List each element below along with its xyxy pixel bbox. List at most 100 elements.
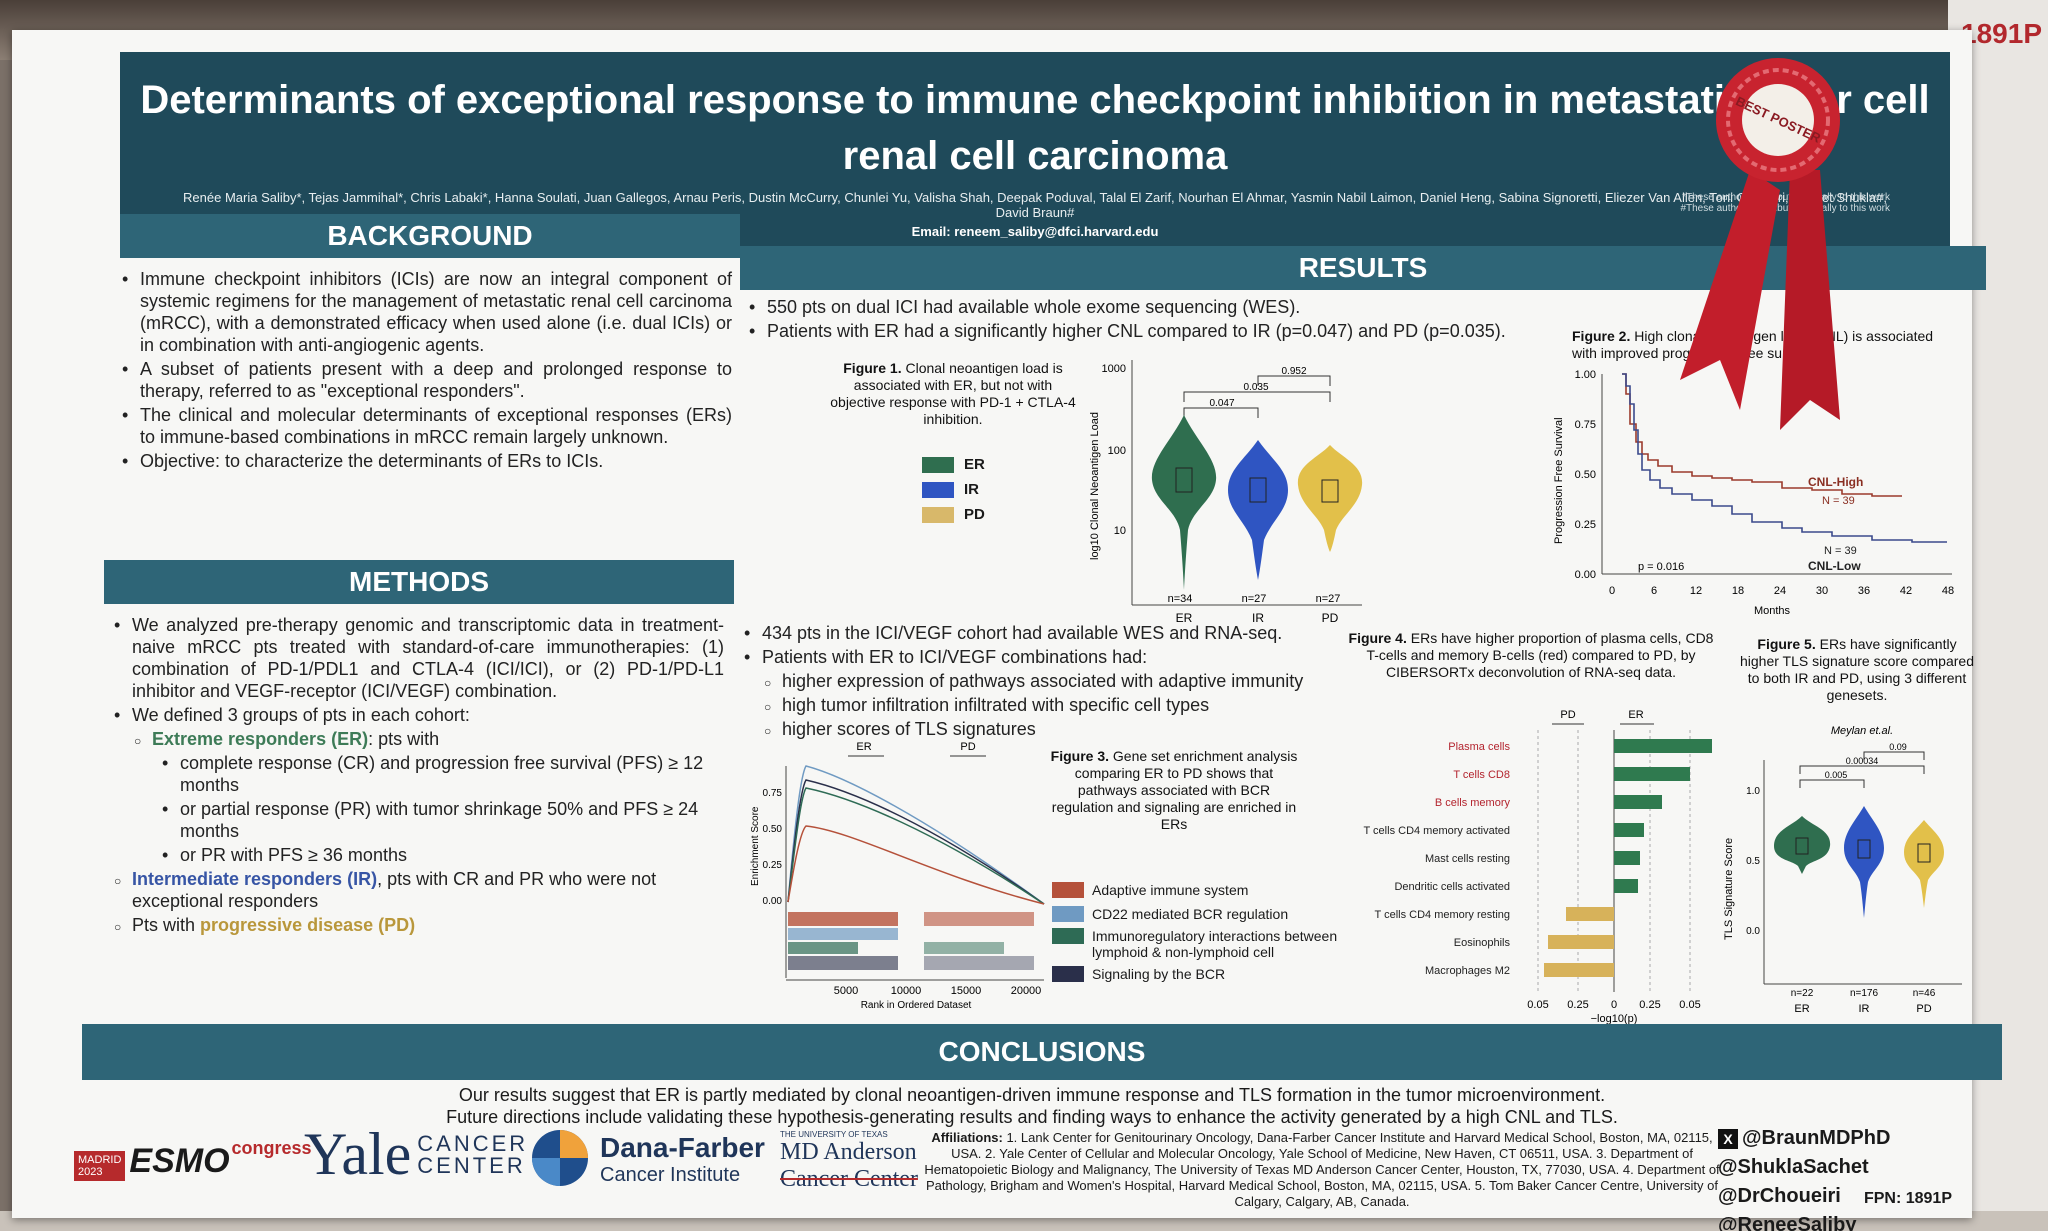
fig4-cell-label: B cells memory bbox=[1435, 797, 1511, 809]
fig2-ytick: 0.75 bbox=[1575, 419, 1596, 431]
fig3-xtick: 15000 bbox=[951, 985, 982, 997]
fig3-immunoreg-curve bbox=[787, 787, 1045, 905]
fig4-xtick: 0 bbox=[1611, 999, 1617, 1011]
results-subbullet: higher expression of pathways associated… bbox=[762, 670, 1382, 694]
legend-item-er: ER bbox=[922, 456, 985, 473]
fig4-cell-label: Mast cells resting bbox=[1425, 853, 1510, 865]
er-boxplot bbox=[1175, 467, 1193, 493]
footnotes: *These authors contributed equally to th… bbox=[1680, 192, 1890, 214]
fig1-n: n=34 bbox=[1168, 593, 1193, 605]
fig5-subtitle: Meylan et.al. bbox=[1831, 725, 1893, 737]
results-intro: 550 pts on dual ICI had available whole … bbox=[747, 296, 1647, 344]
fig4-bar bbox=[1566, 907, 1614, 921]
fig2-xtick: 30 bbox=[1816, 585, 1828, 597]
pd-boxplot bbox=[1321, 479, 1339, 503]
figure2-km-chart: Progression Free Survival 1.00 0.75 0.50… bbox=[1553, 369, 1954, 617]
pd-label: progressive disease (PD) bbox=[200, 915, 416, 935]
conclusions-text: Our results suggest that ER is partly me… bbox=[312, 1084, 1752, 1128]
fig2-xlabel: Months bbox=[1754, 605, 1791, 617]
background-bullet: The clinical and molecular determinants … bbox=[120, 404, 732, 448]
fig1-pval: 0.047 bbox=[1209, 398, 1234, 409]
results-bullet: Patients with ER had a significantly hig… bbox=[747, 320, 1647, 342]
fig5-ytick: 0.5 bbox=[1746, 856, 1760, 867]
fpn-code: FPN: 1891P bbox=[1863, 1190, 1952, 1207]
cnl-low-n: N = 39 bbox=[1824, 545, 1857, 557]
fig5-xtick: IR bbox=[1859, 1003, 1870, 1015]
conclusion-line: Our results suggest that ER is partly me… bbox=[458, 1085, 1606, 1105]
pd-violin bbox=[1297, 445, 1363, 552]
dana-farber-emblem-icon bbox=[532, 1130, 588, 1186]
fig2-xtick: 42 bbox=[1900, 585, 1912, 597]
er-violin bbox=[1774, 816, 1831, 874]
results-bullet: 434 pts in the ICI/VEGF cohort had avail… bbox=[742, 622, 1382, 644]
handle: @ShuklaSachet bbox=[1718, 1156, 1869, 1178]
fig2-xtick: 0 bbox=[1609, 585, 1615, 597]
figure5-caption: Figure 5. ERs have significantly higher … bbox=[1740, 636, 1974, 703]
fig4-xtick: 0.05 bbox=[1527, 999, 1548, 1011]
methods-section: We analyzed pre-therapy genomic and tran… bbox=[112, 614, 724, 938]
dana-farber-logo: Dana-Farber Cancer Institute bbox=[600, 1132, 765, 1186]
fig4-bar bbox=[1614, 795, 1662, 809]
figure3-caption: Figure 3. Gene set enrichment analysis c… bbox=[1050, 748, 1298, 832]
fig2-ytick: 0.00 bbox=[1575, 569, 1596, 581]
fig5-bracket bbox=[1799, 779, 1865, 788]
fig1-pval: 0.952 bbox=[1281, 366, 1306, 377]
fig3-hit-bar bbox=[788, 956, 898, 970]
fig5-pval: 0.00034 bbox=[1846, 756, 1879, 766]
fig4-xlabel: −log10(p) bbox=[1591, 1013, 1638, 1025]
background-bullet: Objective: to characterize the determina… bbox=[120, 450, 732, 472]
cnl-high-label: CNL-High bbox=[1808, 475, 1863, 489]
results-subbullet: high tumor infiltration infiltrated with… bbox=[762, 694, 1382, 718]
fig4-xtick: 0.25 bbox=[1639, 999, 1660, 1011]
fig4-cell-label: Plasma cells bbox=[1448, 741, 1510, 753]
poster-title: Determinants of exceptional response to … bbox=[140, 78, 1930, 178]
fig2-ylabel: Progression Free Survival bbox=[1553, 417, 1565, 544]
fig4-xtick: 0.25 bbox=[1567, 999, 1588, 1011]
pd-violin bbox=[1904, 820, 1944, 908]
yale-logo: Yale CANCER CENTER bbox=[304, 1121, 529, 1187]
ir-violin bbox=[1228, 440, 1288, 580]
fig5-bracket bbox=[1863, 751, 1925, 760]
fig4-xtick: 0.05 bbox=[1679, 999, 1700, 1011]
md-anderson-logo: THE UNIVERSITY OF TEXAS MD Anderson Canc… bbox=[780, 1130, 918, 1192]
pd-boxplot bbox=[1917, 843, 1931, 863]
fig3-hit-bar bbox=[924, 942, 1004, 954]
fig3-hit-bar bbox=[788, 928, 898, 940]
figure3-legend: Adaptive immune system CD22 mediated BCR… bbox=[1052, 882, 1352, 982]
figure5-violin-chart: Meylan et.al. TLS Signature Score 1.0 0.… bbox=[1723, 725, 1962, 1015]
esmo-logo: MADRID 2023 ESMO congress bbox=[74, 1138, 312, 1181]
er-criterion: complete response (CR) and progression f… bbox=[160, 752, 724, 796]
fig4-bar bbox=[1614, 739, 1712, 753]
methods-heading: METHODS bbox=[104, 560, 734, 604]
fig2-xtick: 24 bbox=[1774, 585, 1786, 597]
methods-bullet: We defined 3 groups of pts in each cohor… bbox=[112, 704, 724, 726]
fig3-hit-bar bbox=[788, 912, 898, 926]
figure4-bar-chart: PD ER Plasma cells T cells CD8 B cells mem… bbox=[1363, 709, 1712, 1025]
fig5-ylabel: TLS Signature Score bbox=[1723, 838, 1735, 940]
fig4-bar bbox=[1614, 851, 1640, 865]
ir-violin bbox=[1844, 806, 1884, 918]
fig5-n: n=22 bbox=[1791, 988, 1814, 999]
legend-item-pd: PD bbox=[922, 506, 985, 523]
fig3-xtick: 10000 bbox=[891, 985, 922, 997]
footnote-2: #These authors contributed equally to th… bbox=[1680, 203, 1890, 214]
fig3-ylabel: Enrichment Score bbox=[750, 806, 761, 886]
handle: X @BraunMDPhD bbox=[1718, 1124, 1890, 1153]
fig2-xtick: 18 bbox=[1732, 585, 1744, 597]
affiliations: Affiliations: 1. Lank Center for Genitou… bbox=[924, 1130, 1720, 1209]
fig1-ytick: 100 bbox=[1108, 445, 1126, 457]
er-criterion: or PR with PFS ≥ 36 months bbox=[160, 844, 724, 866]
results-bullet: 550 pts on dual ICI had available whole … bbox=[747, 296, 1647, 318]
fig1-pval: 0.035 bbox=[1243, 382, 1268, 393]
title-band: Determinants of exceptional response to … bbox=[120, 52, 1950, 252]
fig3-hit-bar bbox=[924, 956, 1034, 970]
fig3-hit-bar bbox=[788, 942, 858, 954]
x-logo-icon: X bbox=[1718, 1128, 1738, 1149]
fig2-ytick: 0.50 bbox=[1575, 469, 1596, 481]
figure1-legend: ER IR PD bbox=[922, 456, 985, 531]
results-subbullet: higher scores of TLS signatures bbox=[762, 718, 1382, 742]
er-label: Extreme responders (ER) bbox=[152, 729, 369, 749]
cnl-low-label: CNL-Low bbox=[1808, 559, 1861, 573]
ir-boxplot bbox=[1857, 839, 1871, 859]
author-list: Renée Maria Saliby*, Tejas Jammihal*, Ch… bbox=[183, 190, 1887, 220]
